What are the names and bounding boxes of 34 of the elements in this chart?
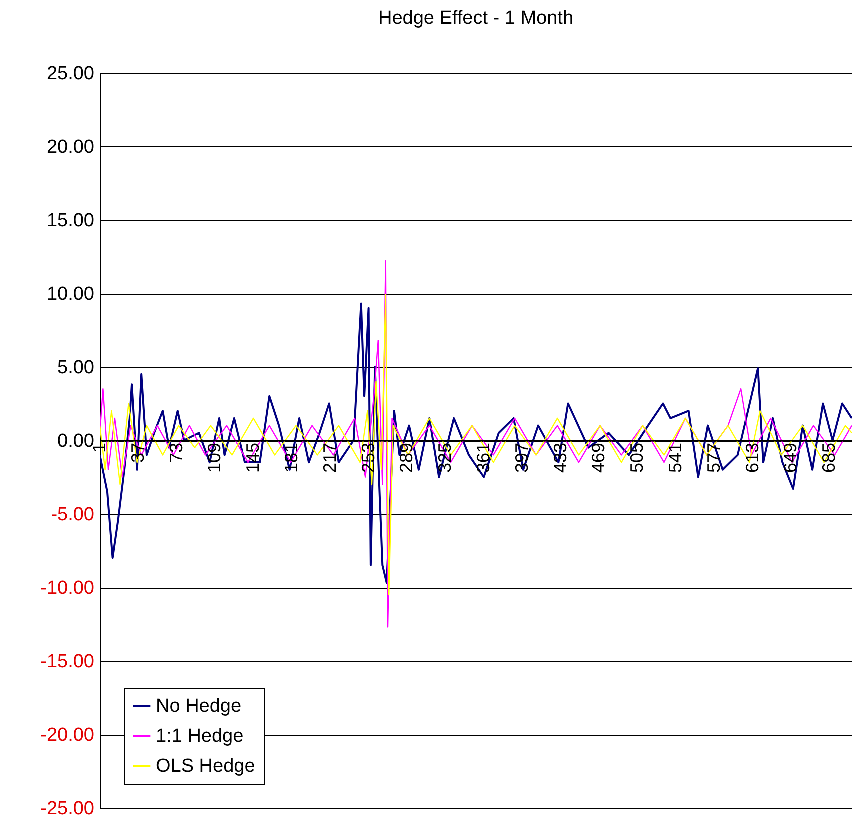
legend-label: OLS Hedge [156,756,256,777]
y-tick-label: -15.00 [40,652,94,672]
x-tick-label: 37 [128,443,148,464]
y-tick-label: -20.00 [40,725,94,746]
y-tick-label: 10.00 [46,284,94,305]
x-tick-label: 433 [550,443,570,474]
y-tick-label: -25.00 [40,798,94,820]
x-tick-label: 613 [742,443,762,474]
x-tick-label: 397 [512,443,532,474]
x-tick-label: 145 [243,443,264,474]
x-tick-label: 505 [627,443,648,474]
y-tick-label: 5.00 [58,358,94,378]
x-tick-label: 649 [780,443,801,474]
x-tick-label: 253 [358,443,378,474]
legend-label: No Hedge [156,696,242,717]
y-tick-label: -10.00 [40,578,94,599]
x-tick-label: 289 [396,443,417,474]
x-tick-label: 181 [282,443,302,474]
y-tick-label: 25.00 [46,64,94,84]
y-tick-label: 0.00 [58,431,94,452]
y-tick-label: 20.00 [46,137,94,158]
y-tick-label: 15.00 [46,210,94,232]
x-tick-label: 217 [320,443,340,474]
x-tick-label: 361 [474,443,494,474]
x-tick-label: 541 [666,443,686,474]
x-tick-label: 73 [166,443,186,464]
y-tick-label: -5.00 [51,504,94,526]
legend-label: 1:1 Hedge [156,726,244,747]
x-tick-label: 109 [204,443,225,474]
chart-title: Hedge Effect - 1 Month [378,8,574,29]
x-tick-label: 685 [819,443,840,474]
x-tick-label: 325 [435,443,456,474]
x-tick-label: 469 [588,443,609,474]
x-tick-label: 577 [704,443,724,474]
